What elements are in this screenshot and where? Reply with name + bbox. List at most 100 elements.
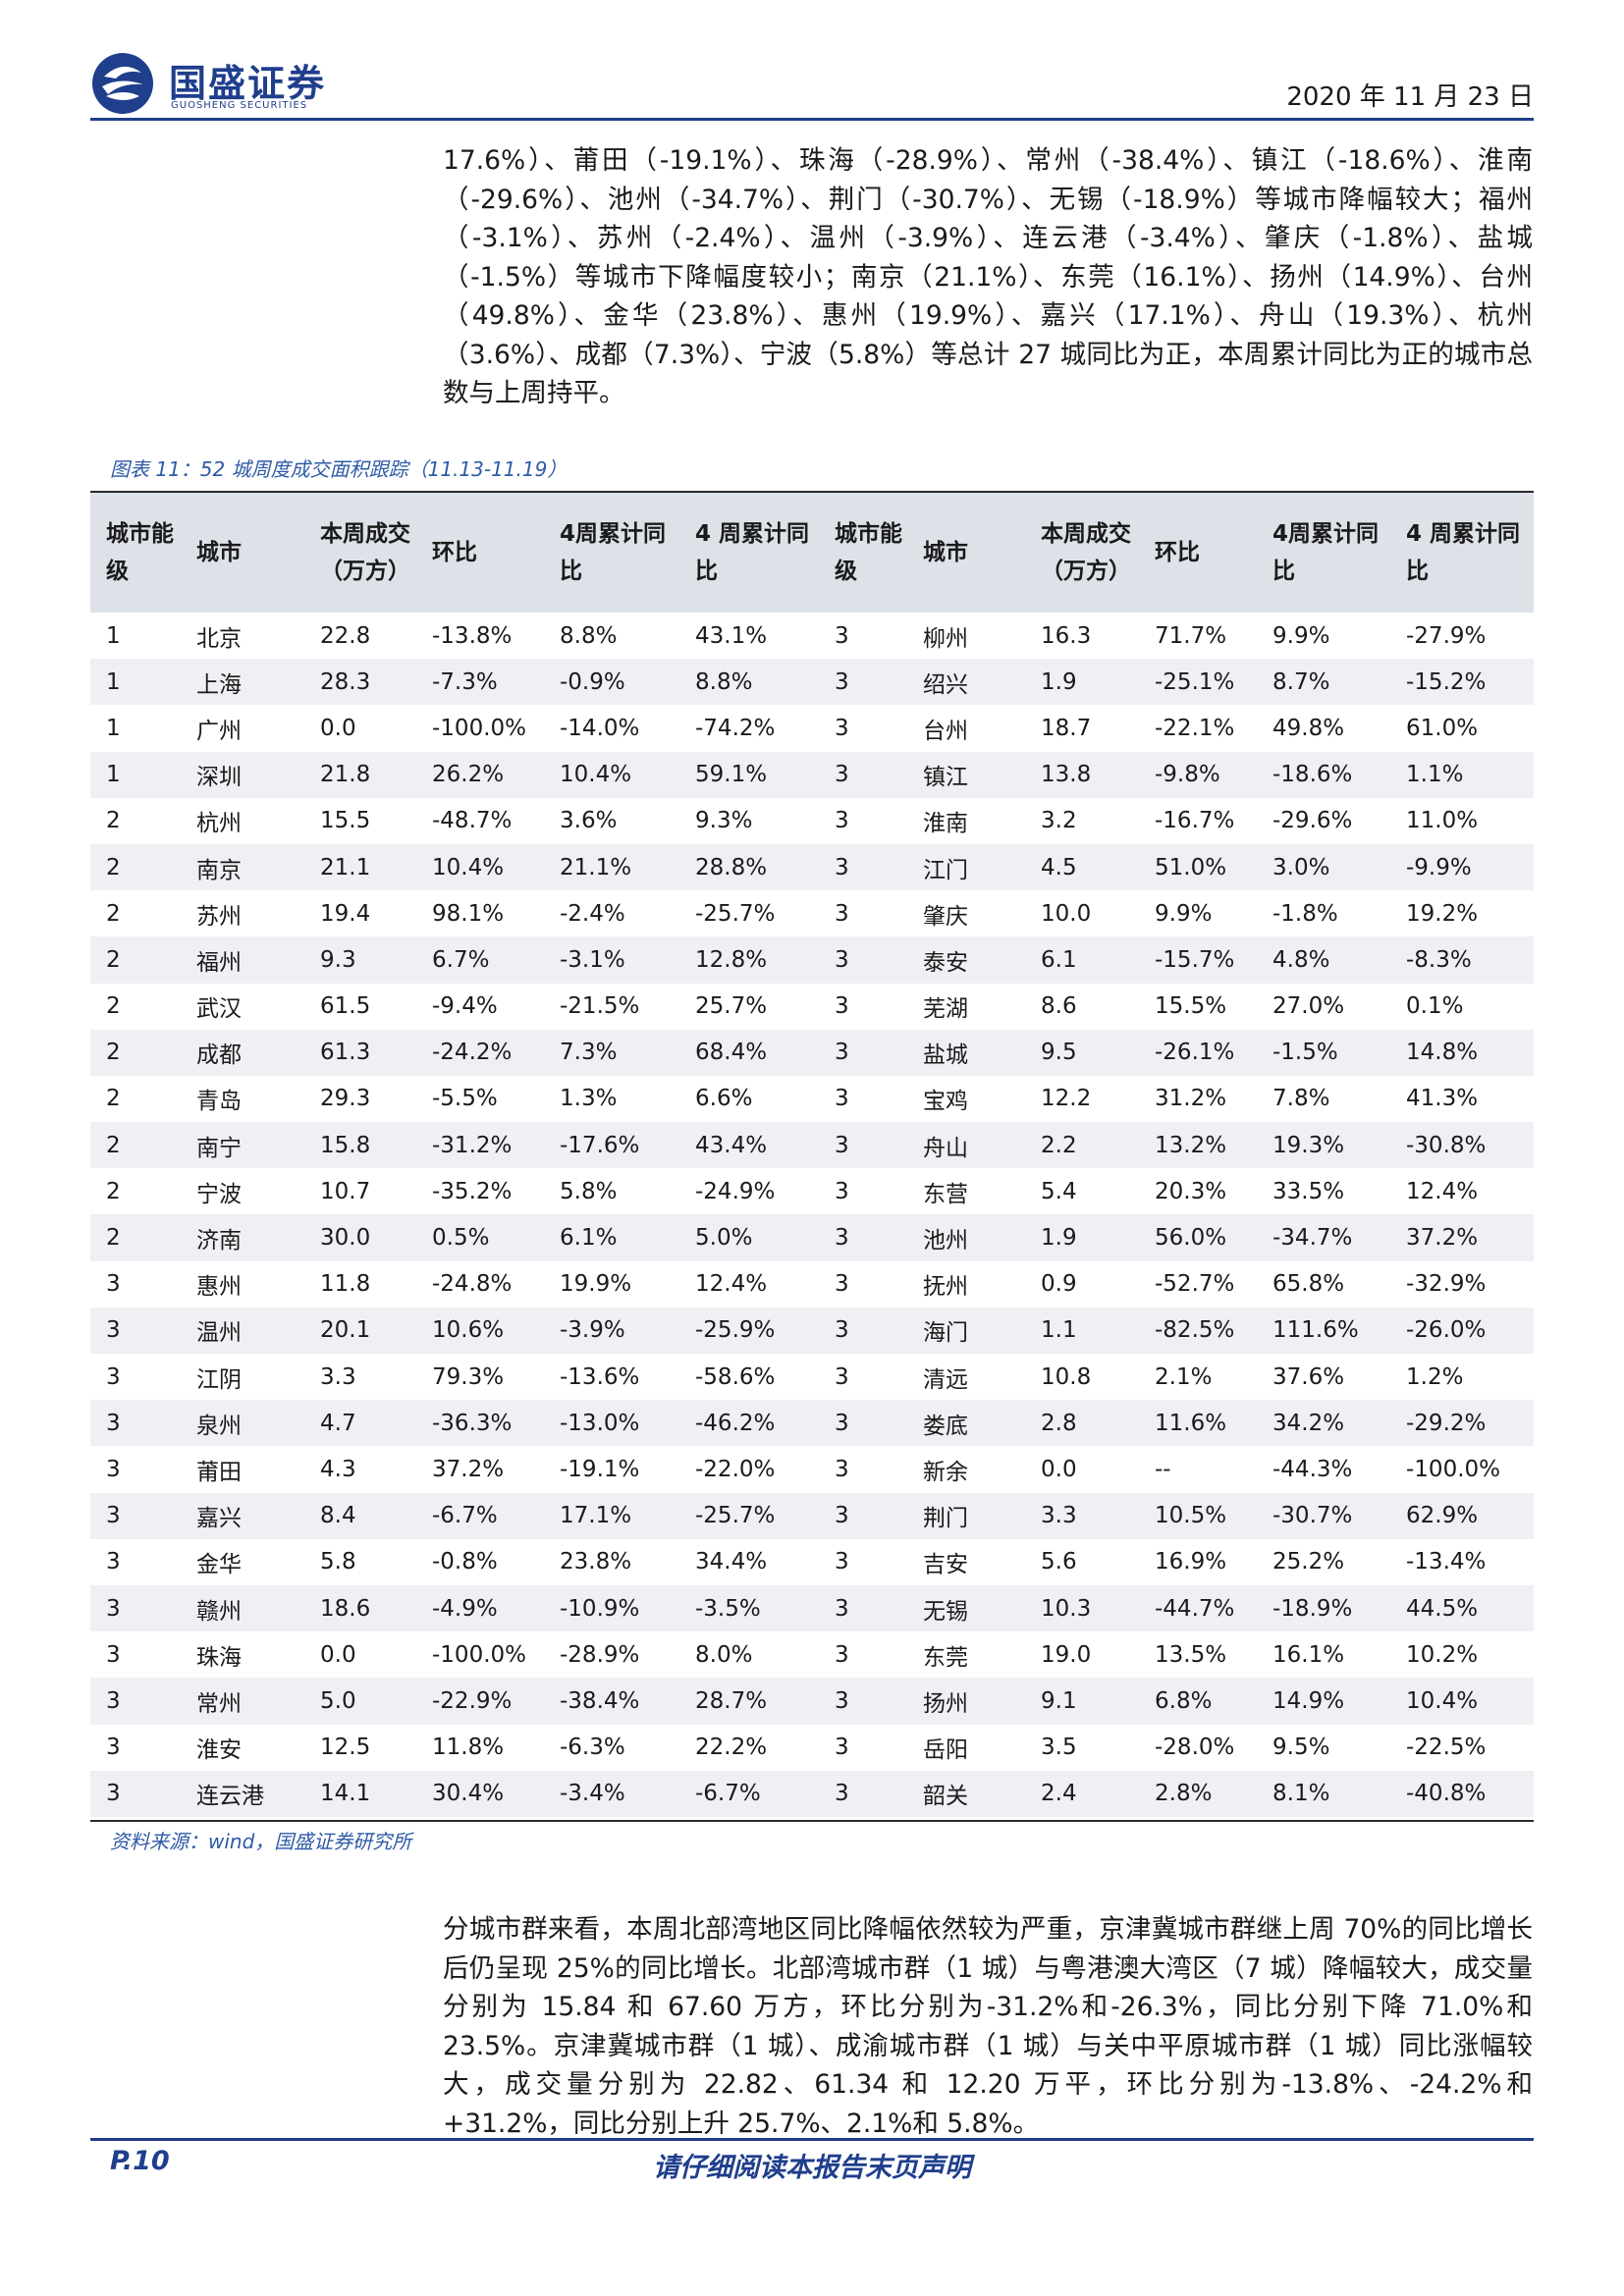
table-cell: 3 [835,900,849,927]
table-cell: -6.7% [679,1770,819,1817]
table-cell: 1 [106,622,121,649]
table-cell: -3.4% [544,1770,679,1817]
table-cell: 7.8% [1272,1086,1330,1112]
table-cell: 抚州 [923,1274,968,1301]
table-cell: 吉安 [923,1552,968,1578]
table-top-rule [90,491,1534,493]
table-cell: 无锡 [907,1584,1025,1632]
table-cell: 27.0% [1272,993,1345,1020]
table-row: 2 宁波 10.7 -35.2% 5.8% -24.9% 3 东营 5.4 20.3% 33.5% 1… [90,1168,1534,1214]
table-cell: -58.6% [695,1363,776,1390]
table-cell: -26.0% [1390,1307,1534,1354]
table-cell: -4.9% [416,1584,544,1632]
table-row: 3 温州 20.1 10.6% -3.9% -25.9% 3 海门 1.1 -82.5% 111.6… [90,1307,1534,1354]
table-cell: 61.5 [320,993,371,1020]
table-cell: -9.9% [1390,843,1534,891]
table-cell: 20.1 [304,1307,416,1354]
table-cell: 9.9% [1155,900,1213,927]
column-header: 本周成交（万方） [1025,493,1139,613]
table-cell: 5.0 [304,1678,416,1725]
table-cell: -18.6% [1257,751,1390,798]
table-cell: 31.2% [1155,1086,1227,1112]
table-cell: 盐城 [907,1029,1025,1076]
table-cell: 扬州 [907,1678,1025,1725]
table-cell: 3 [835,622,849,649]
table-cell: 3 [90,1678,181,1725]
table-cell: 珠海 [196,1644,242,1671]
table-header-row: 城市能级 城市 本周成交（万方） 环比 4周累计同比 4 周累计同比 城市能级 城市 本周成交（… [90,493,1534,613]
table-cell: 19.3% [1257,1122,1390,1169]
table-cell: -28.9% [560,1641,640,1668]
table-cell: 10.0 [1041,900,1092,927]
table-cell: 28.3 [304,659,416,706]
table-row: 3 连云港 14.1 30.4% -3.4% -6.7% 3 韶关 2.4 2.8% 8.1% -40… [90,1770,1534,1817]
page-number: P.10 [110,2146,170,2176]
table-cell: 9.3 [304,936,416,984]
table-cell: 3 [819,659,907,706]
table-cell: 11.6% [1139,1400,1257,1447]
table-cell: 33.5% [1272,1178,1345,1204]
table-cell: 61.0% [1406,715,1479,741]
table-cell: 泉州 [181,1400,304,1447]
table-cell: 3 [835,1456,849,1482]
table-cell: 江门 [907,843,1025,891]
table-cell: 3 [106,1735,121,1761]
table-cell: 深圳 [181,751,304,798]
table-cell: -- [1155,1456,1171,1482]
company-logo: 国盛证券 GUOSHENG SECURITIES [90,51,346,116]
table-cell: 19.2% [1406,900,1479,927]
figure-caption: 图表 11：52 城周度成交面积跟踪（11.13-11.19） [110,457,568,481]
table-cell: 71.7% [1155,622,1227,649]
table-cell: -100.0% [1406,1456,1500,1482]
table-cell: 舟山 [907,1122,1025,1169]
table-cell: 3 [835,1271,849,1298]
column-header: 环比 [1139,493,1257,613]
table-cell: 3 [819,1214,907,1261]
table-cell: 19.4 [320,900,371,927]
table-cell: 南宁 [181,1122,304,1169]
table-cell: 13.5% [1155,1641,1227,1668]
table-cell: 绍兴 [907,659,1025,706]
table-cell: -46.2% [679,1400,819,1447]
table-cell: 5.6 [1041,1549,1077,1575]
table-cell: 赣州 [181,1584,304,1632]
table-cell: 0.1% [1406,993,1464,1020]
table-cell: 30.4% [416,1770,544,1817]
table-cell: 0.5% [416,1214,544,1261]
table-cell: 3 [819,751,907,798]
table-cell: -22.5% [1406,1735,1487,1761]
table-cell: -15.7% [1139,936,1257,984]
table-cell: 新余 [923,1459,968,1485]
table-cell: 2.8% [1139,1770,1257,1817]
table-cell: 3 [819,1492,907,1539]
column-header: 本周成交（万方） [304,493,416,613]
table-cell: -1.8% [1272,900,1338,927]
table-cell: 2 [90,936,181,984]
table-cell: 清远 [923,1366,968,1393]
table-cell: 15.5 [320,808,371,834]
table-cell: 北京 [196,625,242,652]
table-cell: 19.0 [1041,1641,1092,1668]
table-cell: 21.1% [544,843,679,891]
table-cell: -5.5% [432,1086,498,1112]
city-transaction-table: 城市能级 城市 本周成交（万方） 环比 4周累计同比 4 周累计同比 城市能级 城市 本周成交（… [90,493,1534,1817]
table-row: 2 南宁 15.8 -31.2% -17.6% 43.4% 3 舟山 2.2 13.2% 19.3%… [90,1122,1534,1169]
table-cell: -44.7% [1139,1584,1257,1632]
table-cell: -10.9% [544,1584,679,1632]
table-cell: 79.3% [432,1363,505,1390]
table-cell: -24.8% [432,1271,513,1298]
table-cell: -28.0% [1155,1735,1235,1761]
table-cell: 8.6 [1041,993,1077,1020]
table-cell: 12.5 [320,1735,371,1761]
table-cell: 3.2 [1041,808,1077,834]
table-cell: -26.1% [1139,1029,1257,1076]
table-cell: -13.4% [1406,1549,1487,1575]
table-cell: -22.9% [416,1678,544,1725]
table-cell: 宁波 [196,1181,242,1207]
table-cell: 2 [90,843,181,891]
column-header: 4周累计同比 [544,493,679,613]
table-cell: 16.3 [1041,622,1092,649]
table-cell: 41.3% [1406,1086,1479,1112]
table-cell: 5.8 [320,1549,356,1575]
table-cell: 62.9% [1390,1492,1534,1539]
